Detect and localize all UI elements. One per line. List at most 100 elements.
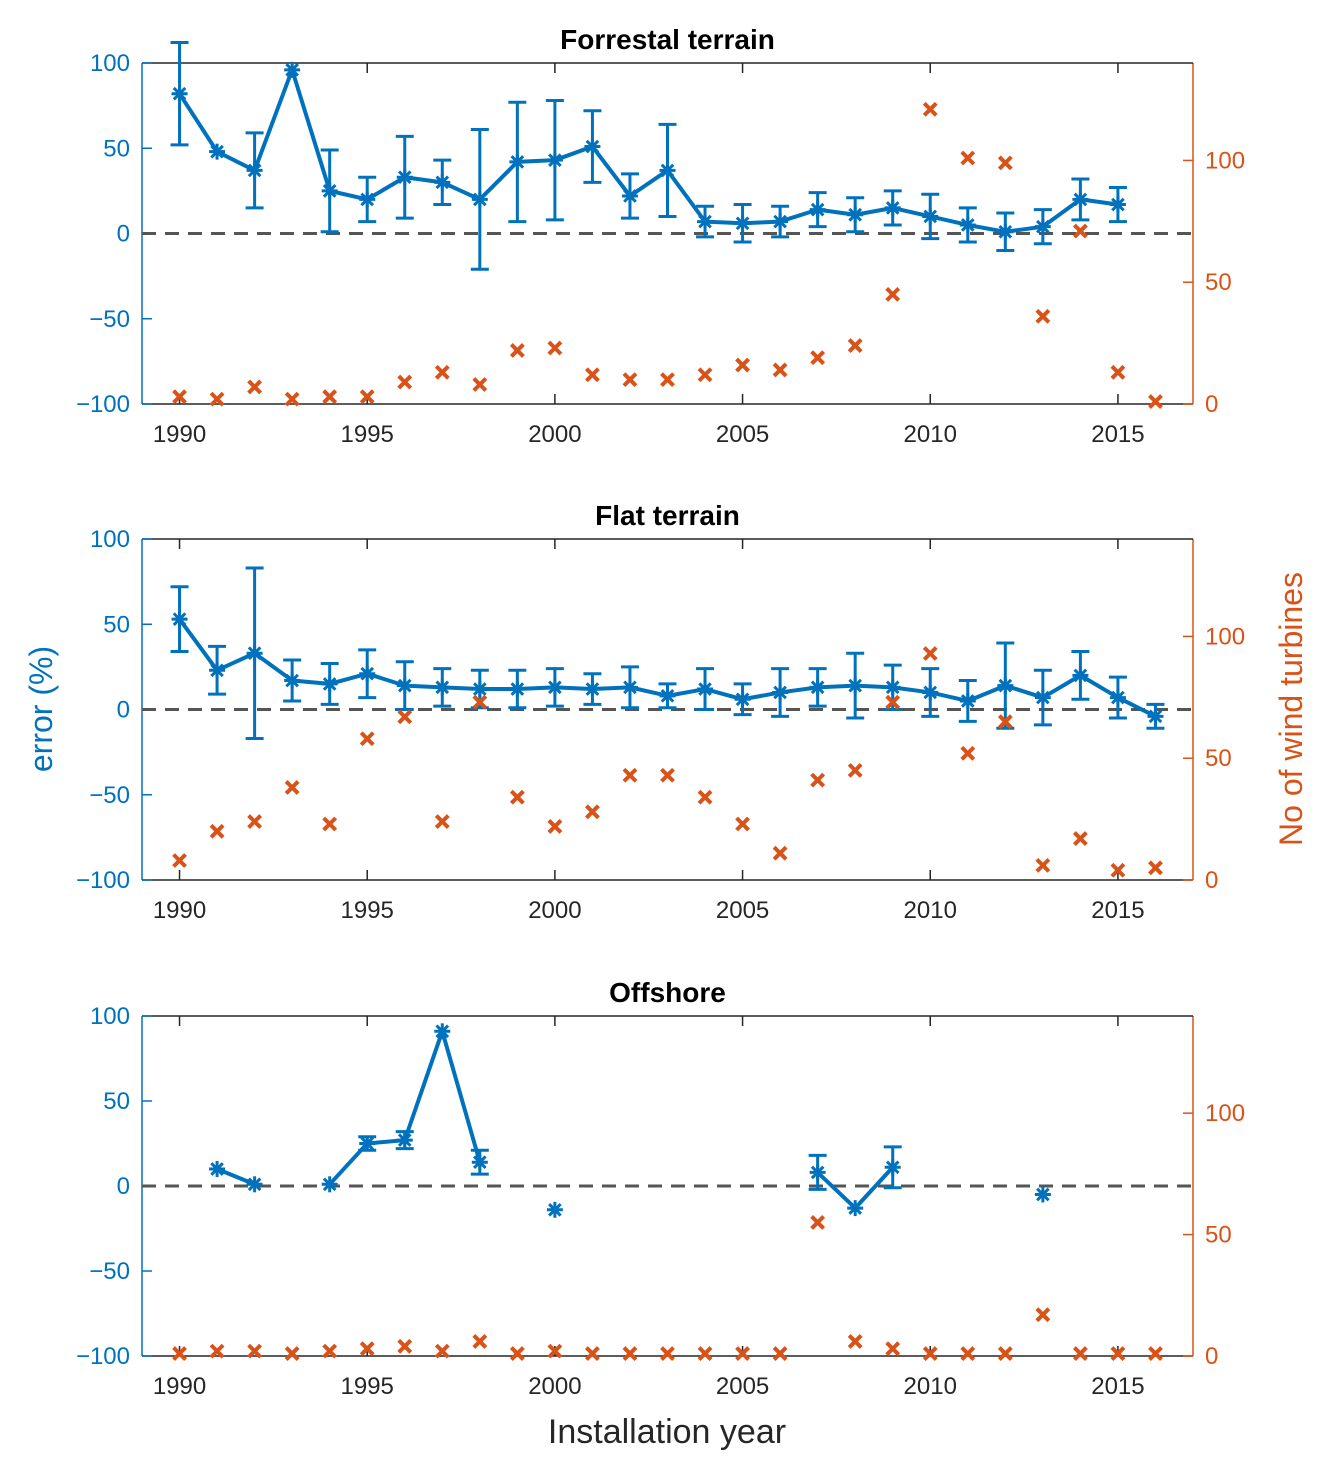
turbine-point — [359, 731, 375, 747]
error-point — [1034, 1186, 1051, 1203]
turbine-point — [172, 1346, 187, 1361]
turbine-point — [847, 338, 863, 353]
turbine-point — [509, 789, 525, 805]
turbine-point — [960, 150, 976, 166]
turbine-point — [960, 1346, 976, 1361]
turbine-point — [772, 362, 788, 378]
error-point — [884, 1159, 901, 1176]
error-point — [884, 679, 901, 696]
panel-2: Flat terrain −100 −50 0 50 100 0 50 100 1990 1995 2… — [76, 500, 1245, 924]
turbine-point — [810, 350, 826, 366]
turbine-point — [1072, 831, 1088, 847]
y-right-tick-label: 100 — [1205, 1100, 1245, 1127]
turbine-point — [509, 1346, 525, 1361]
error-point — [396, 677, 413, 694]
error-point — [321, 1176, 338, 1193]
turbine-point — [697, 1346, 713, 1361]
turbine-point — [1072, 223, 1088, 239]
turbine-point — [1148, 1346, 1163, 1361]
panel-1: Forrestal terrain −100 −50 0 50 100 0 50 100 1990… — [76, 24, 1245, 448]
error-point — [246, 645, 263, 662]
error-point — [509, 153, 526, 170]
x-tick-label: 2015 — [1091, 421, 1144, 448]
y-right-tick-label: 100 — [1205, 623, 1245, 650]
turbine-point — [1110, 1346, 1126, 1361]
turbine-point — [247, 814, 263, 829]
error-point — [847, 677, 864, 694]
error-point — [997, 677, 1014, 694]
x-tick-label: 2000 — [528, 897, 581, 924]
turbine-point — [1035, 857, 1051, 873]
error-point — [997, 223, 1014, 240]
turbine-point — [397, 709, 413, 725]
error-point — [396, 169, 413, 186]
x-tick-label: 1990 — [153, 897, 206, 924]
turbine-point — [922, 101, 938, 117]
turbine-point — [997, 714, 1013, 730]
turbine-point — [697, 789, 713, 805]
turbine-point — [1035, 1307, 1051, 1323]
turbine-point — [1035, 308, 1051, 324]
error-point — [359, 1135, 376, 1152]
turbine-point — [322, 1343, 338, 1359]
turbine-point — [810, 772, 826, 788]
error-point — [772, 684, 789, 701]
turbine-point — [509, 343, 525, 358]
turbine-point — [172, 389, 187, 405]
error-line — [328, 1029, 482, 1186]
error-point — [847, 206, 864, 223]
error-point — [1147, 708, 1164, 725]
turbine-point — [622, 1346, 638, 1361]
error-line — [177, 67, 1119, 234]
error-point — [1072, 667, 1089, 684]
error-point — [359, 191, 376, 208]
y-axis-label-right: No of wind turbines — [1273, 572, 1309, 846]
y-right-tick-label: 0 — [1205, 867, 1218, 894]
turbine-point — [472, 377, 488, 392]
error-point — [884, 199, 901, 216]
turbine-point — [209, 1343, 225, 1359]
turbine-point — [359, 1341, 375, 1357]
x-tick-label: 2005 — [716, 1373, 769, 1400]
error-point — [734, 215, 751, 232]
error-point — [734, 691, 751, 708]
error-point — [1072, 191, 1089, 208]
y-left-tick-label: −50 — [89, 306, 130, 333]
x-tick-label: 2015 — [1091, 897, 1144, 924]
turbine-point — [922, 646, 938, 661]
y-right-tick-label: 50 — [1205, 745, 1232, 772]
error-point — [246, 162, 263, 179]
x-tick-label: 1990 — [153, 421, 206, 448]
turbine-point — [547, 340, 563, 356]
error-point — [584, 681, 601, 698]
x-axis-label: Installation year — [548, 1413, 786, 1451]
turbine-point — [397, 1338, 413, 1354]
error-point — [621, 679, 638, 696]
error-point — [209, 1161, 226, 1177]
y-left-tick-label: 100 — [90, 50, 130, 77]
turbine-point — [322, 816, 338, 832]
error-point — [171, 85, 188, 102]
turbine-point — [547, 819, 563, 834]
turbine-point — [434, 814, 450, 829]
x-tick-label: 2015 — [1091, 1373, 1144, 1400]
turbine-point — [472, 694, 488, 710]
x-tick-label: 2005 — [716, 421, 769, 448]
turbine-point — [735, 816, 750, 832]
turbine-point — [172, 853, 187, 868]
turbine-point — [247, 379, 263, 395]
panel-title: Flat terrain — [595, 500, 740, 531]
turbine-point — [284, 391, 300, 407]
x-tick-label: 2000 — [528, 421, 581, 448]
error-point — [922, 208, 939, 225]
turbine-point — [1072, 1346, 1088, 1361]
error-point — [922, 684, 939, 701]
y-right-tick-label: 50 — [1205, 1222, 1232, 1249]
turbine-point — [284, 780, 300, 795]
turbine-point — [322, 389, 338, 405]
turbine-point — [660, 372, 675, 388]
turbine-point — [209, 823, 225, 839]
turbine-point — [735, 357, 750, 373]
error-point — [697, 213, 714, 230]
